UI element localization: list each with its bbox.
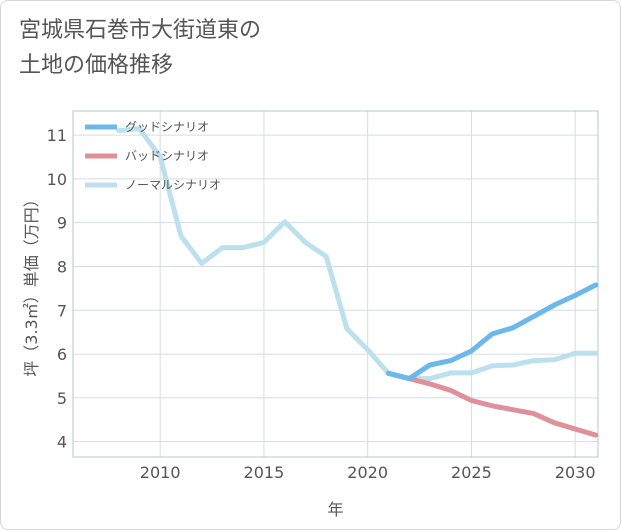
grid [73, 111, 598, 457]
y-tick-label: 8 [57, 257, 67, 276]
y-tick-label: 5 [57, 389, 67, 408]
legend-label-0: グッドシナリオ [125, 120, 209, 134]
y-tick-label: 7 [57, 301, 67, 320]
x-tick-label: 2010 [140, 463, 181, 482]
y-axis-label: 坪（3.3㎡）単価（万円） [22, 191, 41, 376]
chart-title-line-1: 宮城県石巻市大街道東の [19, 18, 262, 43]
x-tick-label: 2030 [555, 463, 596, 482]
y-tick-label: 9 [57, 214, 67, 233]
x-tick-label: 2025 [451, 463, 492, 482]
x-axis-ticks: 2010 2015 2020 2025 2030 [140, 463, 596, 482]
series-line-2 [116, 126, 599, 382]
legend-label-2: ノーマルシナリオ [125, 178, 221, 192]
chart-title-line-2: 土地の価格推移 [19, 53, 174, 78]
x-tick-label: 2015 [244, 463, 285, 482]
x-axis-label: 年 [327, 500, 343, 519]
series-lines [116, 126, 599, 438]
y-tick-label: 10 [47, 170, 67, 189]
y-tick-label: 4 [57, 433, 67, 452]
y-axis-ticks: 4 5 6 7 8 9 10 11 [47, 126, 67, 452]
legend-label-1: バッドシナリオ [125, 149, 209, 163]
chart-title: 宮城県石巻市大街道東の 土地の価格推移 [19, 13, 579, 83]
series-line-0 [385, 282, 599, 382]
y-tick-label: 11 [47, 126, 67, 145]
x-tick-label: 2020 [347, 463, 388, 482]
series-line-1 [385, 370, 599, 438]
y-tick-label: 6 [57, 345, 67, 364]
